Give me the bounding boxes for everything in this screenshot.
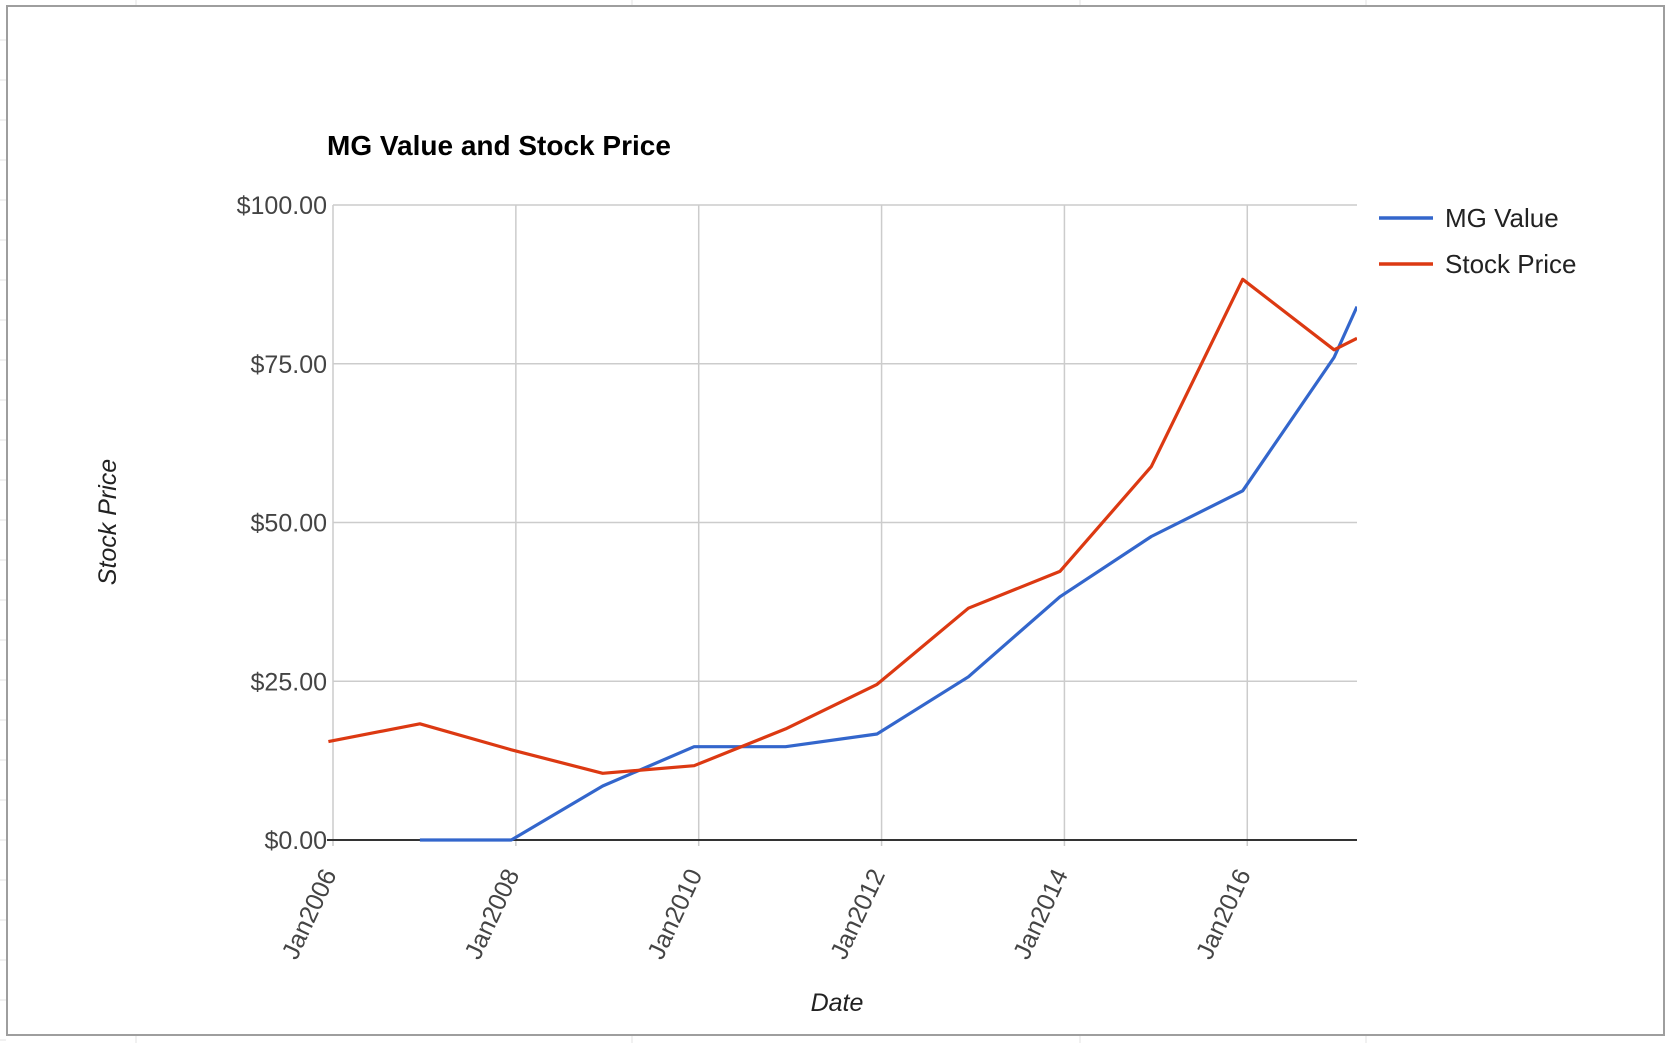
y-tick-label: $25.00 (251, 668, 327, 696)
y-tick-label: $75.00 (251, 351, 327, 379)
x-tick-label: Jan2010 (642, 865, 708, 964)
y-tick-label: $100.00 (237, 192, 327, 220)
chart-container[interactable]: MG Value and Stock Price $0.00 $25.00 $50.0… (6, 5, 1665, 1036)
line-chart: MG Value and Stock Price $0.00 $25.00 $50.0… (94, 130, 1577, 1017)
x-tick-label: Jan2012 (825, 865, 891, 964)
series-line-stock-price (328, 277, 1357, 775)
y-axis-title: Stock Price (94, 459, 122, 585)
legend-label: Stock Price (1445, 249, 1577, 279)
series-line-mg-value (419, 305, 1357, 842)
y-tick-label: $0.00 (264, 827, 327, 855)
legend-label: MG Value (1445, 203, 1559, 233)
x-tick-label: Jan2014 (1008, 865, 1074, 964)
x-tick-label: Jan2006 (277, 865, 343, 964)
chart-title: MG Value and Stock Price (327, 130, 671, 161)
x-axis-title: Date (811, 989, 864, 1017)
x-tick-label: Jan2016 (1191, 865, 1257, 964)
y-tick-label: $50.00 (251, 510, 327, 538)
x-tick-label: Jan2008 (459, 865, 525, 964)
